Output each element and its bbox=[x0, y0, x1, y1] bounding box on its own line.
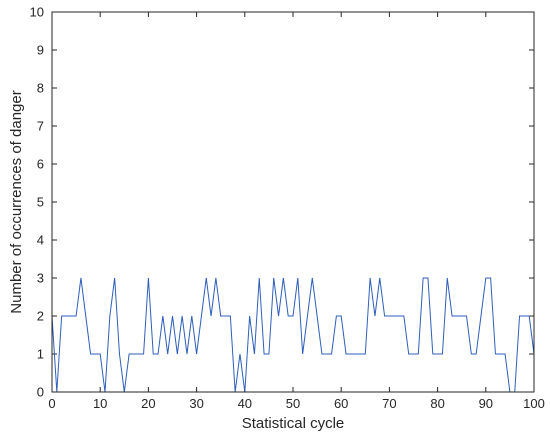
x-tick-label: 0 bbox=[48, 396, 55, 411]
x-tick-label: 50 bbox=[286, 396, 300, 411]
y-tick-label: 8 bbox=[37, 81, 44, 96]
y-tick-label: 4 bbox=[37, 233, 44, 248]
x-tick-label: 90 bbox=[479, 396, 493, 411]
y-tick-label: 5 bbox=[37, 195, 44, 210]
y-tick-label: 10 bbox=[30, 5, 44, 20]
x-tick-label: 10 bbox=[93, 396, 107, 411]
x-tick-label: 80 bbox=[430, 396, 444, 411]
x-tick-label: 100 bbox=[523, 396, 545, 411]
x-axis-label: Statistical cycle bbox=[242, 415, 345, 432]
y-tick-label: 2 bbox=[37, 309, 44, 324]
y-axis-label: Number of occurrences of danger bbox=[8, 90, 25, 313]
x-tick-label: 40 bbox=[238, 396, 252, 411]
y-tick-label: 9 bbox=[37, 43, 44, 58]
y-tick-label: 0 bbox=[37, 385, 44, 400]
series-line-0 bbox=[51, 277, 535, 393]
x-tick-label: 20 bbox=[141, 396, 155, 411]
y-tick-label: 1 bbox=[37, 347, 44, 362]
y-tick-label: 3 bbox=[37, 271, 44, 286]
x-tick-label: 30 bbox=[189, 396, 203, 411]
tick-labels: 0 10 20 30 40 50 60 70 80 90 100 0 1 2 3 4 5 6 7 8 9 10 bbox=[30, 5, 545, 412]
series-layer bbox=[51, 277, 535, 393]
y-tick-label: 7 bbox=[37, 119, 44, 134]
x-tick-label: 60 bbox=[334, 396, 348, 411]
plot-frame bbox=[51, 11, 535, 393]
x-tick-label: 70 bbox=[382, 396, 396, 411]
axis-ticks bbox=[51, 11, 535, 393]
y-tick-label: 6 bbox=[37, 157, 44, 172]
